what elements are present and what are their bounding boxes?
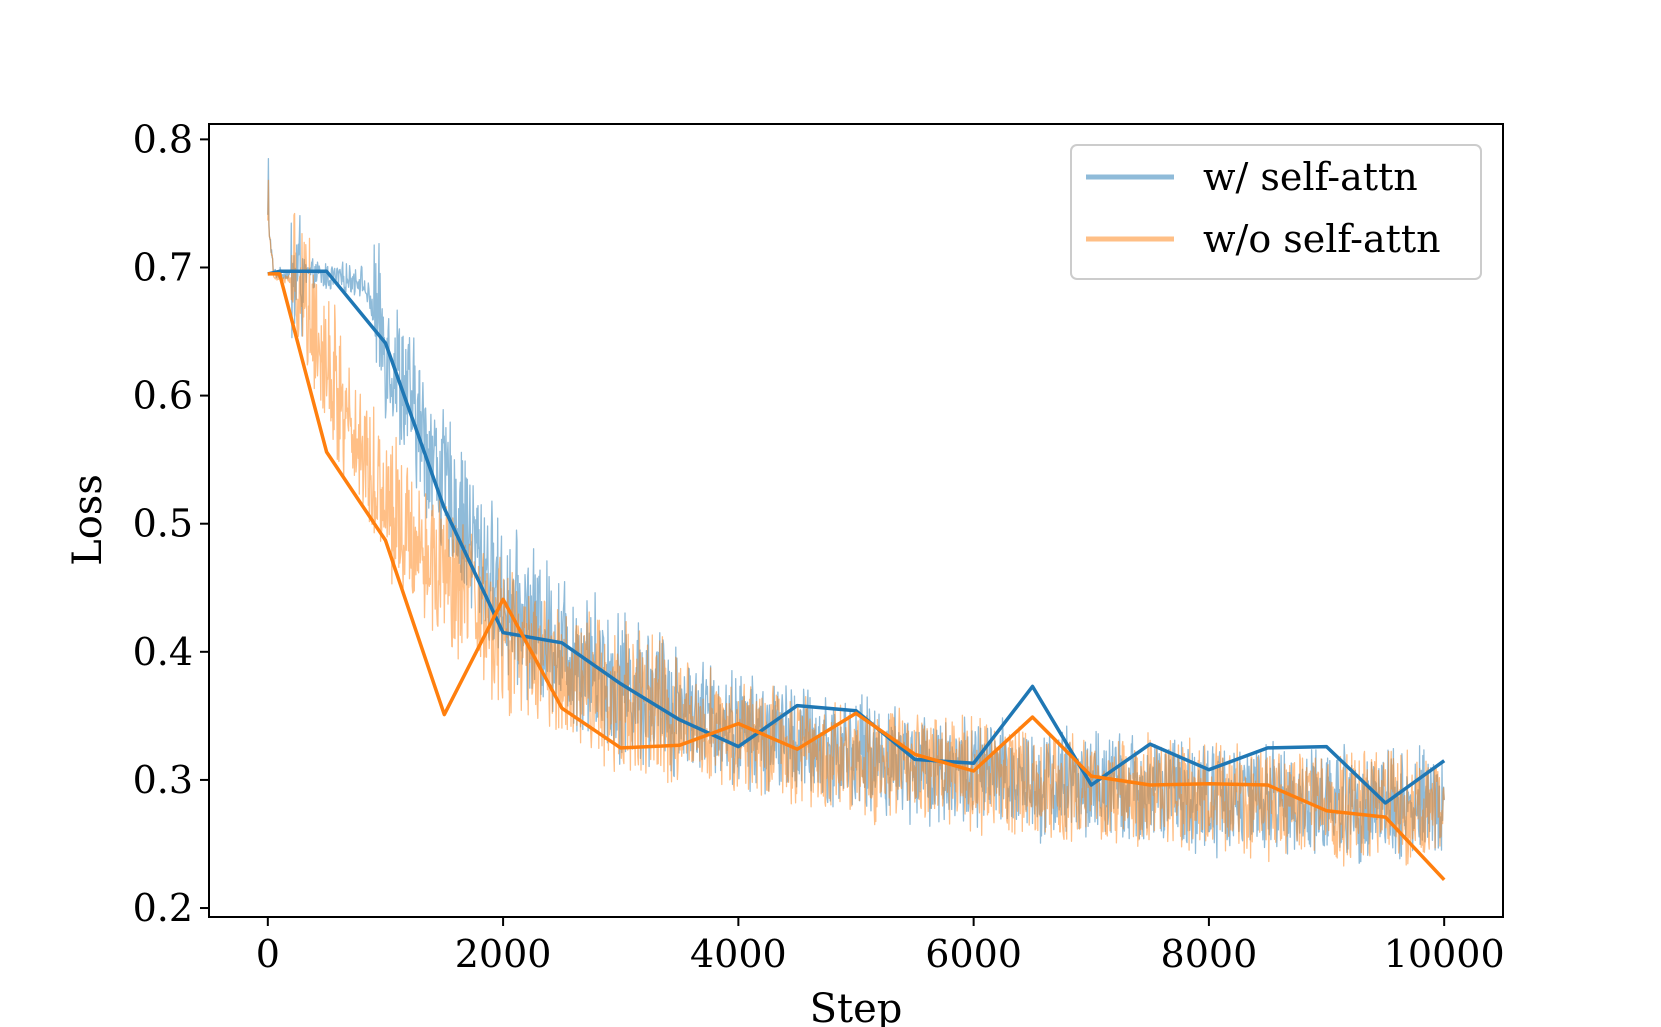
x-tick-label: 6000 xyxy=(925,932,1022,976)
y-tick-label: 0.2 xyxy=(133,886,193,930)
y-tick-label: 0.5 xyxy=(133,502,193,546)
x-axis-label: Step xyxy=(810,986,903,1027)
y-tick-label: 0.7 xyxy=(133,245,193,289)
raw-loss-traces xyxy=(267,157,1445,867)
x-tick-label: 2000 xyxy=(455,932,552,976)
y-tick-label: 0.8 xyxy=(133,117,193,161)
legend: w/ self-attn w/o self-attn xyxy=(1070,144,1482,280)
x-tick-label: 4000 xyxy=(690,932,787,976)
y-tick-label: 0.4 xyxy=(133,630,193,674)
y-tick-label: 0.3 xyxy=(133,758,193,802)
series-line-w-self-attn xyxy=(267,269,1446,805)
x-tick-label: 0 xyxy=(256,932,280,976)
series-line-wo-self-attn xyxy=(267,272,1446,881)
x-tick-label: 10000 xyxy=(1384,932,1505,976)
plot-area-frame xyxy=(208,123,1504,918)
y-axis-ticks: 0.2 0.3 0.4 0.5 0.6 0.7 0.8 xyxy=(133,117,209,930)
y-axis-label: Loss xyxy=(65,474,111,566)
x-axis-ticks: 0 2000 4000 6000 8000 10000 xyxy=(256,917,1505,976)
x-tick-label: 8000 xyxy=(1161,932,1258,976)
legend-label-wo-self-attn: w/o self-attn xyxy=(1203,217,1441,261)
smoothed-loss-lines xyxy=(267,269,1446,881)
y-tick-label: 0.6 xyxy=(133,374,193,418)
raw-trace-wo-self-attn xyxy=(267,179,1445,867)
legend-label-w-self-attn: w/ self-attn xyxy=(1203,155,1418,199)
